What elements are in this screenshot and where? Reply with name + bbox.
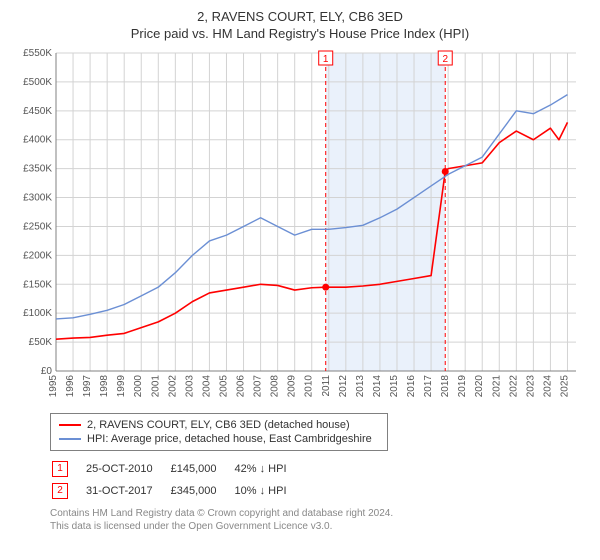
transaction-row: 2 31-OCT-2017£345,00010% ↓ HPI [52,481,303,501]
svg-text:2014: 2014 [372,375,383,398]
svg-text:£550K: £550K [23,48,52,59]
svg-text:2024: 2024 [542,375,553,398]
transactions-table: 1 25-OCT-2010£145,00042% ↓ HPI 2 31-OCT-201… [50,457,305,503]
svg-text:£350K: £350K [23,164,52,175]
legend-swatch [59,424,81,426]
svg-text:2009: 2009 [287,375,298,398]
txn-price: £145,000 [171,459,233,479]
svg-text:2011: 2011 [321,375,332,397]
svg-text:2023: 2023 [525,375,536,398]
svg-text:1995: 1995 [48,375,59,398]
legend-swatch [59,438,81,440]
svg-text:2000: 2000 [133,375,144,398]
svg-text:1997: 1997 [82,375,93,398]
txn-delta: 42% ↓ HPI [235,459,303,479]
svg-text:2005: 2005 [218,375,229,398]
txn-price: £345,000 [171,481,233,501]
legend-item: 2, RAVENS COURT, ELY, CB6 3ED (detached … [59,418,379,432]
txn-date: 31-OCT-2017 [86,481,169,501]
chart-title: 2, RAVENS COURT, ELY, CB6 3ED [10,8,590,26]
svg-text:£50K: £50K [29,337,53,348]
svg-text:2012: 2012 [338,375,349,398]
legend-label: HPI: Average price, detached house, East… [87,433,372,445]
svg-text:2018: 2018 [440,375,451,398]
svg-text:2007: 2007 [253,375,264,398]
svg-text:2016: 2016 [406,375,417,398]
legend-item: HPI: Average price, detached house, East… [59,432,379,446]
legend: 2, RAVENS COURT, ELY, CB6 3ED (detached … [50,413,388,451]
svg-text:2019: 2019 [457,375,468,398]
svg-text:2017: 2017 [423,375,434,398]
svg-text:£200K: £200K [23,251,52,262]
marker-badge: 1 [52,461,68,477]
svg-text:1: 1 [323,54,329,65]
svg-text:£100K: £100K [23,308,52,319]
transaction-row: 1 25-OCT-2010£145,00042% ↓ HPI [52,459,303,479]
txn-badge-cell: 1 [52,459,84,479]
svg-text:1999: 1999 [116,375,127,398]
svg-text:2006: 2006 [236,375,247,398]
svg-text:2004: 2004 [201,375,212,398]
svg-text:£450K: £450K [23,106,52,117]
txn-badge-cell: 2 [52,481,84,501]
svg-text:£500K: £500K [23,77,52,88]
footer-text: Contains HM Land Registry data © Crown c… [50,507,590,533]
chart-area: £0£50K£100K£150K£200K£250K£300K£350K£400… [10,47,590,407]
svg-text:2001: 2001 [150,375,161,398]
footer-line2: This data is licensed under the Open Gov… [50,520,590,533]
svg-text:£250K: £250K [23,222,52,233]
svg-text:1998: 1998 [99,375,110,398]
svg-text:2025: 2025 [559,375,570,398]
txn-date: 25-OCT-2010 [86,459,169,479]
chart-svg: £0£50K£100K£150K£200K£250K£300K£350K£400… [10,47,590,407]
txn-delta: 10% ↓ HPI [235,481,303,501]
chart-container: 2, RAVENS COURT, ELY, CB6 3ED Price paid… [0,0,600,541]
svg-text:2008: 2008 [270,375,281,398]
svg-text:2020: 2020 [474,375,485,398]
svg-text:2002: 2002 [167,375,178,398]
svg-text:2021: 2021 [491,375,502,398]
svg-text:£150K: £150K [23,279,52,290]
svg-text:2022: 2022 [508,375,519,398]
svg-text:£400K: £400K [23,135,52,146]
svg-text:£300K: £300K [23,193,52,204]
marker-badge: 2 [52,483,68,499]
svg-text:2003: 2003 [184,375,195,398]
footer-line1: Contains HM Land Registry data © Crown c… [50,507,590,520]
svg-text:2010: 2010 [304,375,315,398]
svg-text:2: 2 [442,54,448,65]
svg-text:2013: 2013 [355,375,366,398]
legend-label: 2, RAVENS COURT, ELY, CB6 3ED (detached … [87,419,350,431]
svg-text:2015: 2015 [389,375,400,398]
svg-text:1996: 1996 [65,375,76,398]
chart-subtitle: Price paid vs. HM Land Registry's House … [10,26,590,41]
